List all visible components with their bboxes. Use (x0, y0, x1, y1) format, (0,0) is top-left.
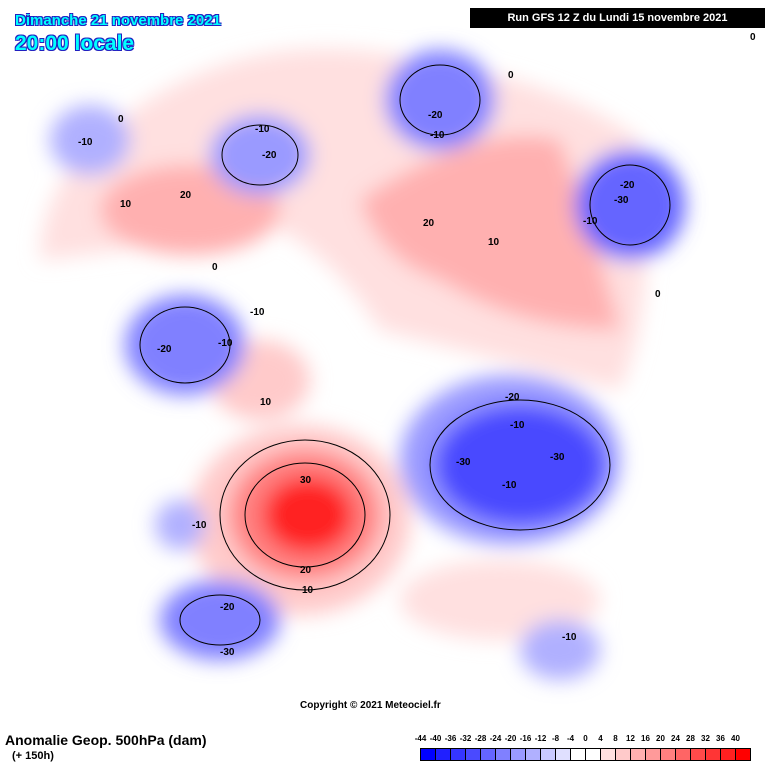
colorbar-label: 0 (583, 734, 588, 743)
colorbar-label: 24 (671, 734, 680, 743)
colorbar-label: 8 (613, 734, 618, 743)
colorbar-label: -8 (551, 734, 560, 743)
colorbar-label: -36 (444, 734, 457, 743)
contour-label: -10 (255, 124, 270, 135)
colorbar-swatch (721, 749, 736, 760)
contour-label: -10 (218, 338, 233, 349)
contour-label: 10 (120, 199, 132, 210)
contour-label: 0 (212, 262, 218, 273)
colorbar-swatch (631, 749, 646, 760)
valid-date: Dimanche 21 novembre 2021 (15, 12, 221, 29)
contour-label: -20 (505, 392, 520, 403)
contour-label: 0 (750, 32, 756, 43)
contour-label: 10 (488, 237, 500, 248)
colorbar-swatch (451, 749, 466, 760)
colorbar-swatch (496, 749, 511, 760)
copyright: Copyright © 2021 Meteociel.fr (300, 700, 441, 711)
colorbar-label: -4 (566, 734, 575, 743)
contour-label: 0 (655, 289, 661, 300)
colorbar-label: -20 (504, 734, 517, 743)
contour-label: -10 (510, 420, 525, 431)
contour-label: -20 (220, 602, 235, 613)
colorbar-label: -32 (459, 734, 472, 743)
colorbar-label: 40 (731, 734, 740, 743)
contour-label: -10 (583, 216, 598, 227)
colorbar-swatch (571, 749, 586, 760)
colorbar-label: -40 (429, 734, 442, 743)
colorbar-swatch (526, 749, 541, 760)
contour-label: -20 (620, 180, 635, 191)
contour-label: -10 (502, 480, 517, 491)
colorbar (420, 748, 751, 761)
legend-bar: Anomalie Geop. 500hPa (dam) (+ 150h) -44… (0, 728, 768, 768)
variable-title: Anomalie Geop. 500hPa (dam) (5, 732, 207, 748)
colorbar-swatch (676, 749, 691, 760)
contour-label: -30 (456, 457, 471, 468)
contour-label: 0 (508, 70, 514, 81)
colorbar-label: -28 (474, 734, 487, 743)
contour-label: 0 (118, 114, 124, 125)
contour-label: -30 (220, 647, 235, 658)
contour-label: -10 (562, 632, 577, 643)
contour-label: 20 (423, 218, 435, 229)
colorbar-swatch (421, 749, 436, 760)
colorbar-swatch (511, 749, 526, 760)
colorbar-swatch (736, 749, 750, 760)
run-info: Run GFS 12 Z du Lundi 15 novembre 2021 (470, 8, 765, 28)
colorbar-swatch (481, 749, 496, 760)
colorbar-label: 20 (656, 734, 665, 743)
colorbar-swatch (646, 749, 661, 760)
colorbar-swatch (706, 749, 721, 760)
colorbar-swatch (661, 749, 676, 760)
colorbar-swatch (601, 749, 616, 760)
contour-label: -10 (430, 130, 445, 141)
colorbar-label: -12 (534, 734, 547, 743)
contour-label: 10 (260, 397, 272, 408)
colorbar-swatch (616, 749, 631, 760)
contour-label: -20 (262, 150, 277, 161)
colorbar-swatch (541, 749, 556, 760)
contour-label: 10 (302, 585, 314, 596)
colorbar-label: 12 (626, 734, 635, 743)
contour-label: 20 (180, 190, 192, 201)
colorbar-labels: -44 -40 -36 -32 -28 -24 -20 -16 -12 -8 -4 0 4 8 12 16 20… (413, 734, 743, 743)
contour-label: -10 (192, 520, 207, 531)
colorbar-label: 28 (686, 734, 695, 743)
colorbar-label: -44 (414, 734, 427, 743)
contour-label: 30 (300, 475, 312, 486)
colorbar-label: 36 (716, 734, 725, 743)
colorbar-swatch (556, 749, 571, 760)
contour-label: -10 (78, 137, 93, 148)
colorbar-label: -16 (519, 734, 532, 743)
contour-label: -30 (614, 195, 629, 206)
colorbar-label: 32 (701, 734, 710, 743)
contour-label: -30 (550, 452, 565, 463)
contour-label: 20 (300, 565, 312, 576)
colorbar-label: -24 (489, 734, 502, 743)
contour-label: -20 (157, 344, 172, 355)
colorbar-label: 16 (641, 734, 650, 743)
colorbar-swatch (436, 749, 451, 760)
colorbar-swatch (691, 749, 706, 760)
contour-label: -20 (428, 110, 443, 121)
colorbar-label: 4 (598, 734, 603, 743)
valid-time: 20:00 locale (15, 32, 135, 55)
forecast-hour: (+ 150h) (12, 750, 54, 762)
colorbar-swatch (466, 749, 481, 760)
contour-label: -10 (250, 307, 265, 318)
colorbar-swatch (586, 749, 601, 760)
